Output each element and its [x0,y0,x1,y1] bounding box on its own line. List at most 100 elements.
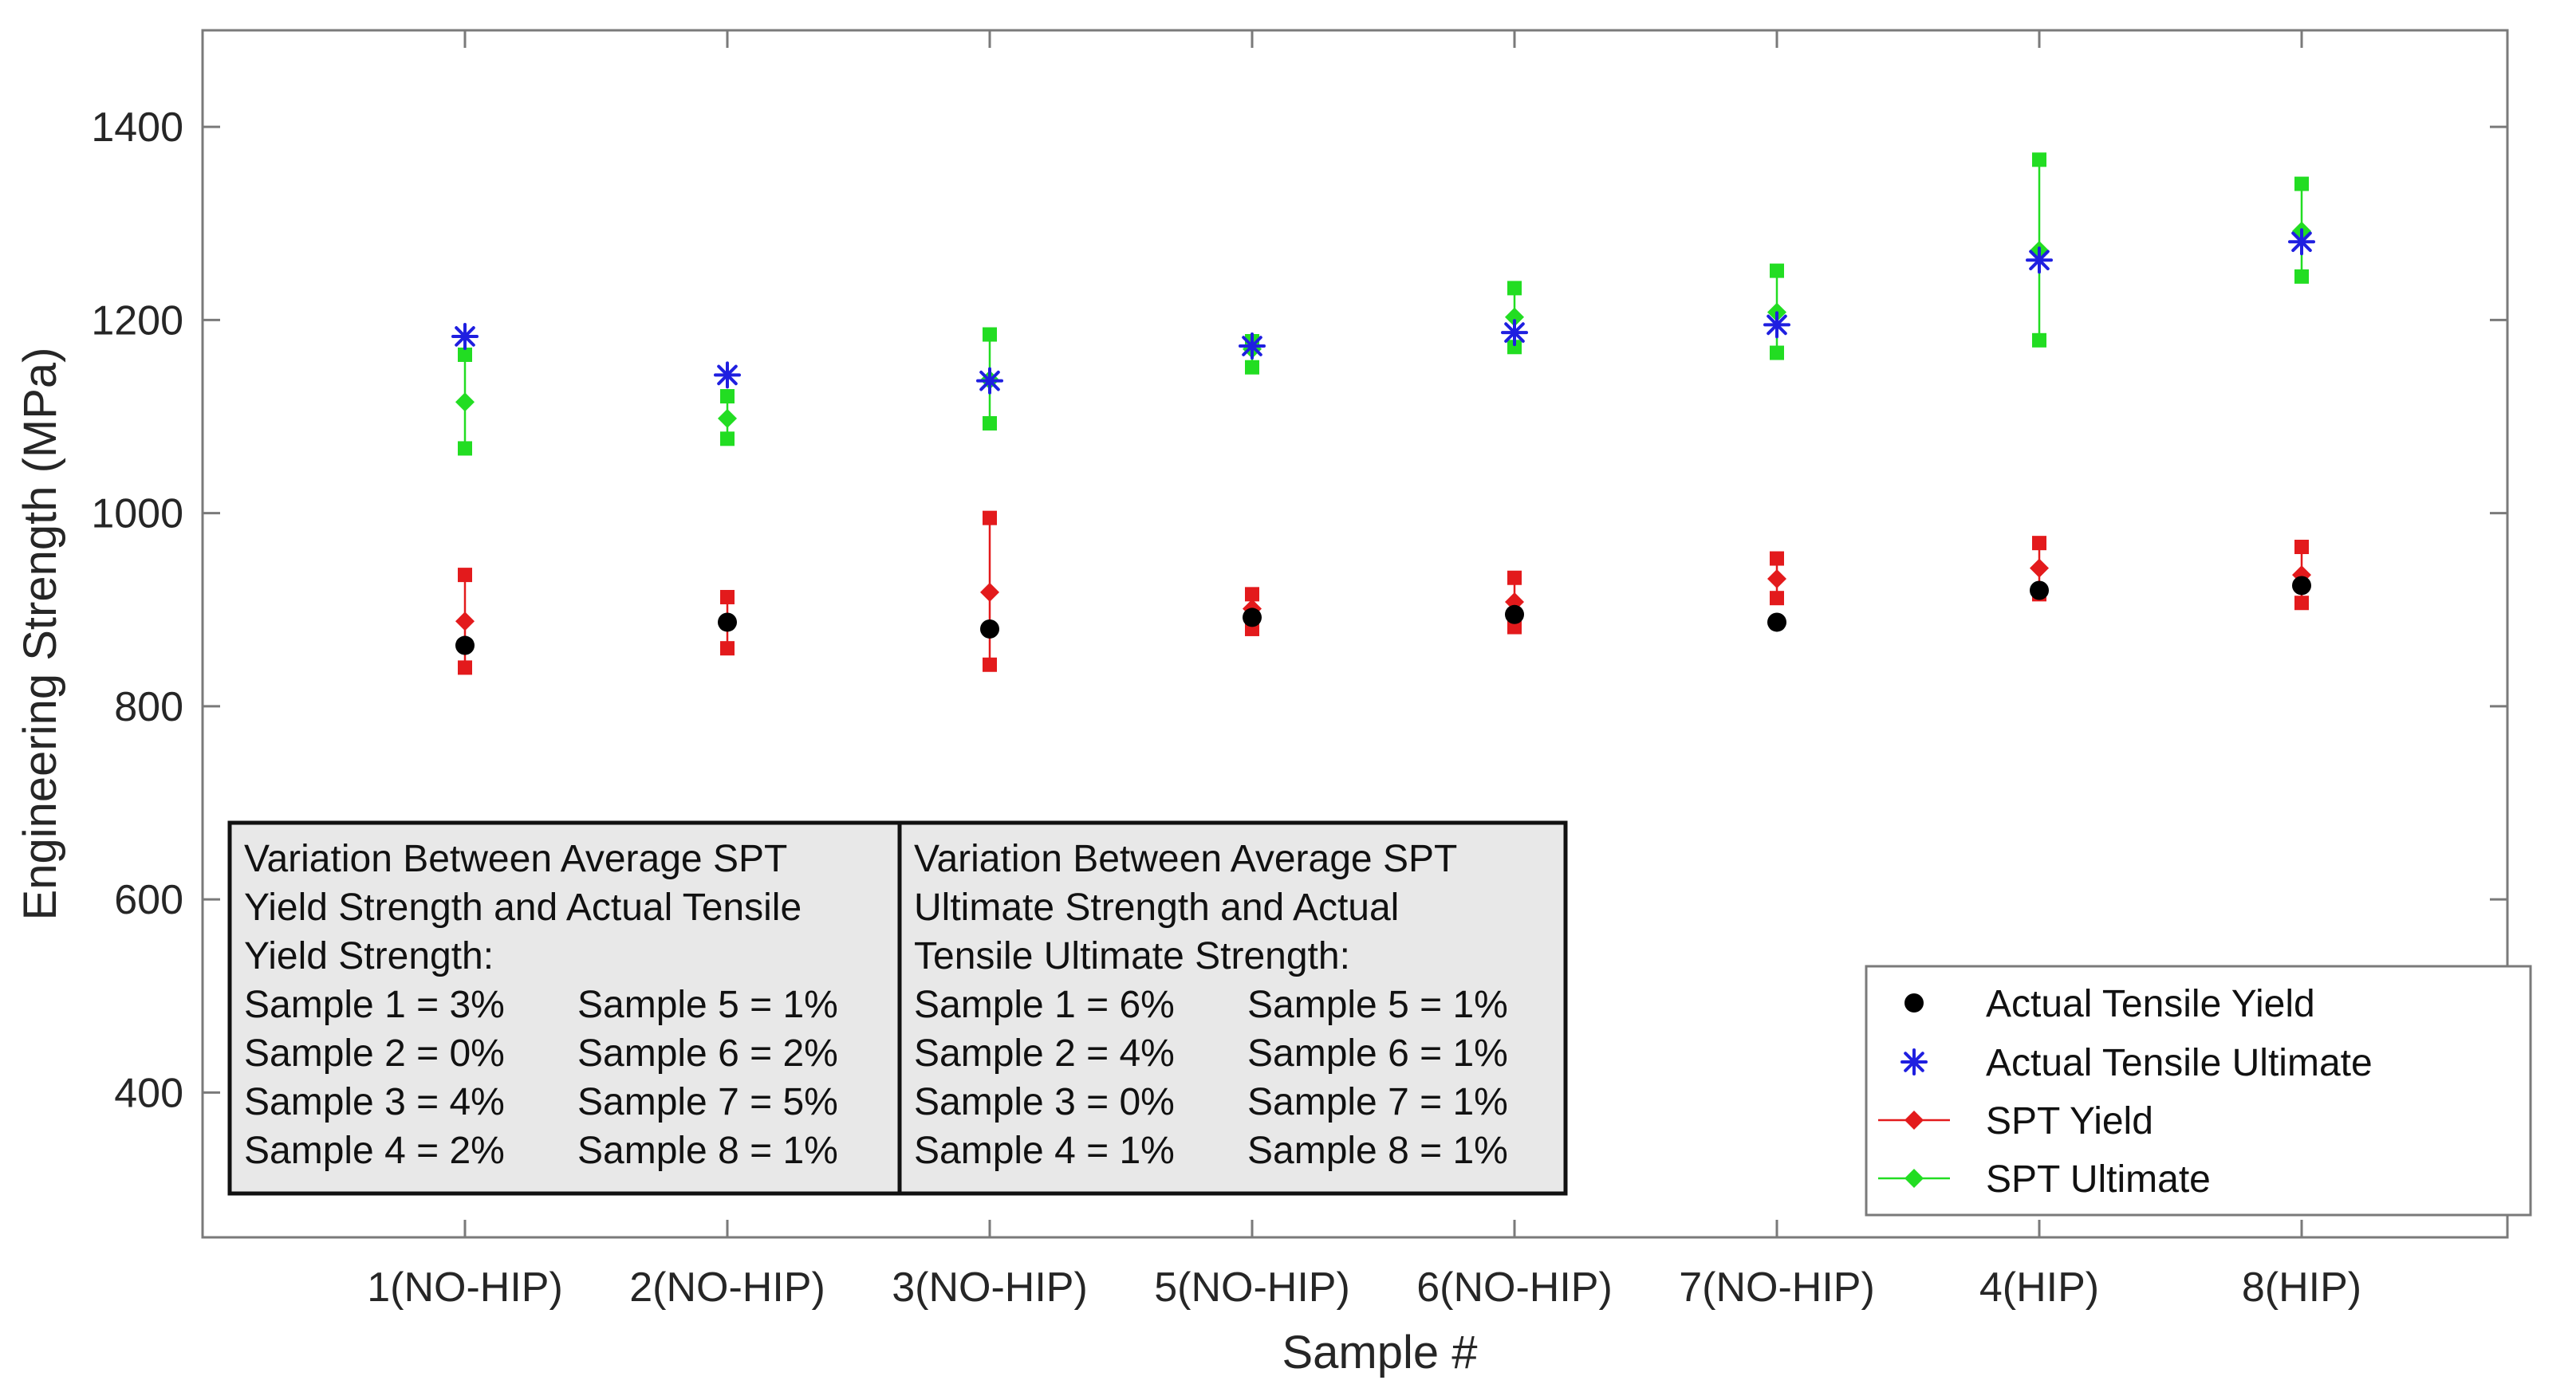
spt-yield-error-low [2294,596,2309,611]
legend-marker-asterisk [1900,1048,1928,1075]
spt-yield-error-high [1245,587,1259,602]
annotation-value: Sample 7 = 1% [1247,1081,1508,1123]
actual-yield-point [1505,604,1524,624]
legend-item: Actual Tensile Ultimate [1900,1042,2373,1084]
spt-ultimate-point [718,408,737,428]
annotation-heading-line: Ultimate Strength and Actual [914,887,1399,929]
annotation-left: Variation Between Average SPT Yield Stren… [244,838,838,1172]
spt-ultimate-error-high [458,347,472,362]
spt-yield-error-low [1507,619,1522,635]
spt-yield-error-high [1507,570,1522,585]
annotation-value: Sample 6 = 2% [577,1032,838,1075]
spt-yield-error-high [983,510,997,525]
annotation-value: Sample 8 = 1% [577,1130,838,1172]
spt-ultimate-point [455,392,475,412]
spt-ultimate-error-high [720,389,735,404]
annotation-heading-line: Variation Between Average SPT [244,838,787,880]
spt-yield-point [1767,568,1786,588]
x-tick-label: 3(NO-HIP) [892,1264,1088,1311]
actual-yield-point [2030,580,2049,600]
actual-ultimate-point [1763,311,1790,339]
actual-yield-point [980,619,999,639]
y-axis-title: Engineering Strength (MPa) [14,348,66,921]
x-tick-label: 4(HIP) [1979,1264,2099,1311]
legend-label: SPT Ultimate [1986,1158,2211,1201]
spt-ultimate-error-low [1770,345,1784,360]
annotation-heading-line: Yield Strength and Actual Tensile [244,887,802,929]
spt-ultimate-error-high [1507,281,1522,296]
y-tick-label: 800 [114,684,183,730]
spt-ultimate-error-low [1507,340,1522,355]
y-tick-label: 400 [114,1070,183,1116]
spt-yield-error-low [458,660,472,675]
legend-marker-diamond [1904,1169,1924,1188]
legend-item: SPT Yield [1878,1100,2153,1142]
annotation-value: Sample 3 = 0% [914,1081,1175,1123]
spt-yield-error-high [2294,539,2309,554]
annotation-value: Sample 5 = 1% [577,984,838,1026]
annotation-value: Sample 4 = 2% [244,1130,505,1172]
spt-yield-error-high [1770,551,1784,566]
legend-label: Actual Tensile Yield [1986,983,2315,1025]
spt-yield-point [980,582,999,602]
x-tick-label: 1(NO-HIP) [367,1264,563,1311]
annotation-value: Sample 6 = 1% [1247,1032,1508,1075]
y-tick-label: 1200 [91,297,183,344]
annotation-heading-line: Variation Between Average SPT [914,838,1457,880]
spt-ultimate-error-high [983,327,997,342]
actual-ultimate-point [1501,319,1528,347]
spt-yield-error-high [720,589,735,604]
annotation-heading-line: Yield Strength: [244,935,494,977]
spt-ultimate-error-low [2032,332,2046,348]
data-marks [451,152,2315,675]
spt-yield-error-low [983,657,997,672]
y-tick-label: 600 [114,877,183,923]
y-tick-label: 1000 [91,491,183,537]
annotation-value: Sample 5 = 1% [1247,984,1508,1026]
annotation-value: Sample 1 = 6% [914,984,1175,1026]
actual-yield-point [718,612,737,632]
annotation-value: Sample 4 = 1% [914,1130,1175,1172]
spt-yield-error-low [1770,591,1784,606]
x-axis: 1(NO-HIP) 2(NO-HIP) 3(NO-HIP) 5(NO-HIP) 6(NO… [367,30,2361,1311]
plot-frame [201,29,2509,1239]
legend-label: Actual Tensile Ultimate [1986,1042,2373,1084]
annotation-box: Variation Between Average SPT Yield Stren… [227,820,1568,1196]
x-tick-label: 5(NO-HIP) [1154,1264,1350,1311]
actual-ultimate-point [2026,246,2053,274]
spt-ultimate-error-low [983,415,997,431]
actual-yield-point [2292,576,2311,596]
spt-ultimate-point [1505,307,1524,327]
actual-ultimate-point [714,361,741,389]
spt-ultimate-error-low [458,441,472,456]
spt-ultimate-error-low [720,431,735,446]
x-tick-label: 7(NO-HIP) [1679,1264,1875,1311]
actual-ultimate-point [451,322,479,350]
spt-ultimate-error-high [2032,152,2046,167]
annotation-right: Variation Between Average SPT Ultimate St… [914,838,1508,1172]
legend-label: SPT Yield [1986,1100,2153,1142]
x-tick-label: 6(NO-HIP) [1416,1264,1613,1311]
legend-marker-diamond [1904,1111,1924,1130]
legend-item: SPT Ultimate [1878,1158,2211,1201]
annotation-value: Sample 2 = 4% [914,1032,1175,1075]
legend-item: Actual Tensile Yield [1904,983,2315,1025]
spt-ultimate-error-high [2294,176,2309,191]
x-axis-title: Sample # [1282,1327,1477,1378]
x-tick-label: 8(HIP) [2242,1264,2361,1311]
spt-yield-point [455,611,475,631]
legend-marker-circle [1904,993,1924,1013]
annotation-value: Sample 7 = 5% [577,1081,838,1123]
spt-yield-error-high [2032,536,2046,551]
legend: Actual Tensile Yield Actual Tensile Ultim… [1865,965,2532,1217]
spt-yield-error-high [458,568,472,583]
y-axis: 400 600 800 1000 1200 1400 [91,104,2507,1116]
spt-ultimate-error-high [1770,263,1784,278]
actual-yield-point [1767,612,1786,632]
annotation-value: Sample 8 = 1% [1247,1130,1508,1172]
annotation-value: Sample 2 = 0% [244,1032,505,1075]
spt-yield-point [2030,558,2049,578]
spt-ultimate-error-low [1245,360,1259,375]
annotation-heading-line: Tensile Ultimate Strength: [914,935,1350,977]
